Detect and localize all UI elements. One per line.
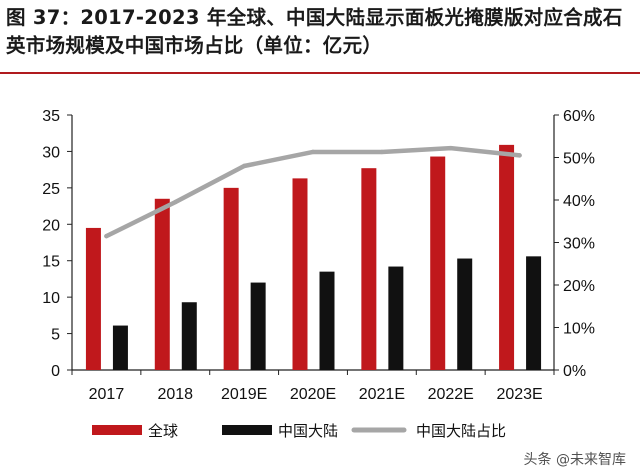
chart-legend: 全球 中国大陆 中国大陆占比 [92, 422, 506, 440]
y-right-tick-label: 0% [563, 363, 586, 380]
point-china-share [379, 149, 385, 155]
y-left-tick-label: 30 [42, 144, 60, 161]
point-china-share [310, 149, 316, 155]
title-divider [0, 72, 640, 74]
bar-global [154, 198, 170, 370]
chart-bars [85, 144, 542, 370]
bar-global [430, 156, 446, 370]
bar-china [250, 282, 266, 370]
bar-china [112, 325, 128, 370]
x-tick-label: 2018 [157, 386, 193, 403]
y-right-tick-label: 50% [563, 151, 595, 168]
bar-china [181, 302, 197, 370]
legend-global-label: 全球 [148, 422, 178, 440]
y-right-tick-label: 60% [563, 108, 595, 125]
legend-china-swatch [222, 425, 272, 435]
y-left-tick-label: 20 [42, 217, 60, 234]
x-tick-label: 2017 [89, 386, 125, 403]
point-china-share [448, 145, 453, 151]
legend-china-label: 中国大陆 [278, 423, 338, 440]
bar-china [457, 258, 473, 370]
y-left-tick-label: 35 [42, 108, 60, 125]
point-china-share [517, 153, 522, 158]
point-china-share [104, 233, 109, 239]
chart-share-line [104, 145, 522, 239]
bar-china [319, 271, 335, 370]
chart-axes [67, 114, 559, 375]
y-right-tick-label: 20% [563, 278, 595, 295]
point-china-share [173, 199, 178, 205]
y-left-tick-label: 15 [42, 254, 60, 271]
bar-china [388, 266, 404, 370]
x-tick-label: 2019E [221, 386, 267, 403]
y-left-tick-label: 10 [42, 290, 60, 307]
y-right-tick-label: 30% [563, 236, 595, 253]
bar-global [361, 168, 377, 370]
y-left-tick-label: 25 [42, 181, 60, 198]
point-china-share [241, 163, 247, 169]
x-tick-label: 2020E [290, 386, 336, 403]
x-tick-label: 2021E [359, 386, 405, 403]
legend-global-swatch [92, 425, 142, 435]
x-tick-label: 2023E [496, 386, 542, 403]
x-tick-label: 2022E [428, 386, 474, 403]
bar-global [85, 227, 101, 370]
legend-share-label: 中国大陆占比 [416, 423, 506, 440]
bar-global [292, 178, 308, 370]
chart-tick-labels: 0 5 10 15 20 25 30 35 0% 10% 20% 30% 40% 50% 60% 2017 20… [42, 108, 595, 403]
y-right-tick-label: 40% [563, 193, 595, 210]
bar-global [499, 144, 515, 370]
bar-global [223, 187, 239, 370]
y-left-tick-label: 0 [51, 363, 60, 380]
bar-china [526, 256, 542, 370]
watermark-text: 头条 @未来智库 [523, 452, 626, 468]
y-left-tick-label: 5 [51, 327, 60, 344]
y-right-tick-label: 10% [563, 321, 595, 338]
figure-title: 图 37：2017-2023 年全球、中国大陆显示面板光掩膜版对应合成石英市场规… [6, 6, 623, 57]
